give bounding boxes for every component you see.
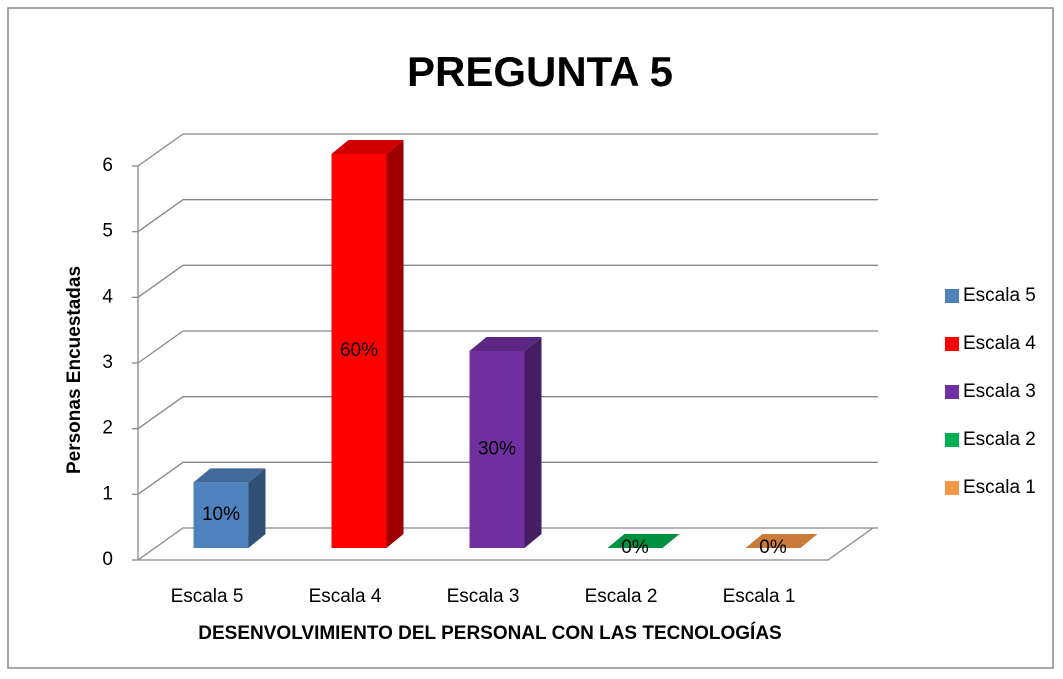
y-tick-label: 3 xyxy=(102,352,113,373)
bar xyxy=(469,351,525,548)
grid-line xyxy=(137,330,878,364)
bar-top xyxy=(193,468,266,483)
bar-top xyxy=(607,534,680,548)
y-tick-label: 6 xyxy=(102,155,113,176)
bar-top xyxy=(469,337,542,351)
bar-side xyxy=(524,337,542,548)
grid-line xyxy=(137,527,878,561)
data-label: 0% xyxy=(759,537,787,558)
grid-line xyxy=(137,461,878,495)
legend-swatch xyxy=(945,481,959,495)
chart-title: PREGUNTA 5 xyxy=(407,48,673,95)
x-axis-label: DESENVOLVIMIENTO DEL PERSONAL CON LAS TE… xyxy=(198,622,781,644)
y-tick-label: 5 xyxy=(102,221,113,242)
x-tick-label: Escala 1 xyxy=(723,586,796,607)
x-tick-label: Escala 4 xyxy=(309,586,382,607)
bar-top xyxy=(745,534,818,548)
bar-side xyxy=(248,468,266,548)
y-tick-label: 1 xyxy=(102,483,113,504)
legend-swatch xyxy=(945,337,959,351)
y-tick-label: 4 xyxy=(102,286,113,307)
legend-swatch xyxy=(945,433,959,447)
legend-label: Escala 4 xyxy=(963,333,1036,354)
y-tick-label: 2 xyxy=(102,418,113,439)
grid-line xyxy=(137,396,878,430)
x-tick-label: Escala 2 xyxy=(585,586,658,607)
bar xyxy=(331,154,387,548)
bar-side xyxy=(386,140,404,548)
legend-label: Escala 3 xyxy=(963,381,1036,402)
legend-swatch xyxy=(945,289,959,303)
x-tick-label: Escala 3 xyxy=(447,586,520,607)
bar xyxy=(193,482,249,548)
x-tick-label: Escala 5 xyxy=(171,586,244,607)
legend-label: Escala 2 xyxy=(963,429,1036,450)
grid-line xyxy=(137,264,878,298)
data-label: 30% xyxy=(478,439,516,460)
legend-label: Escala 1 xyxy=(963,477,1036,498)
legend-label: Escala 5 xyxy=(963,285,1036,306)
data-label: 10% xyxy=(202,504,240,525)
legend-swatch xyxy=(945,385,959,399)
data-label: 0% xyxy=(621,537,649,558)
bar-top xyxy=(331,140,404,154)
data-label: 60% xyxy=(340,340,378,361)
y-axis-label: Personas Encuestadas xyxy=(64,266,85,474)
floor xyxy=(138,527,874,561)
grid-line xyxy=(137,199,878,233)
y-tick-label: 0 xyxy=(102,549,113,570)
grid-line xyxy=(137,133,878,167)
